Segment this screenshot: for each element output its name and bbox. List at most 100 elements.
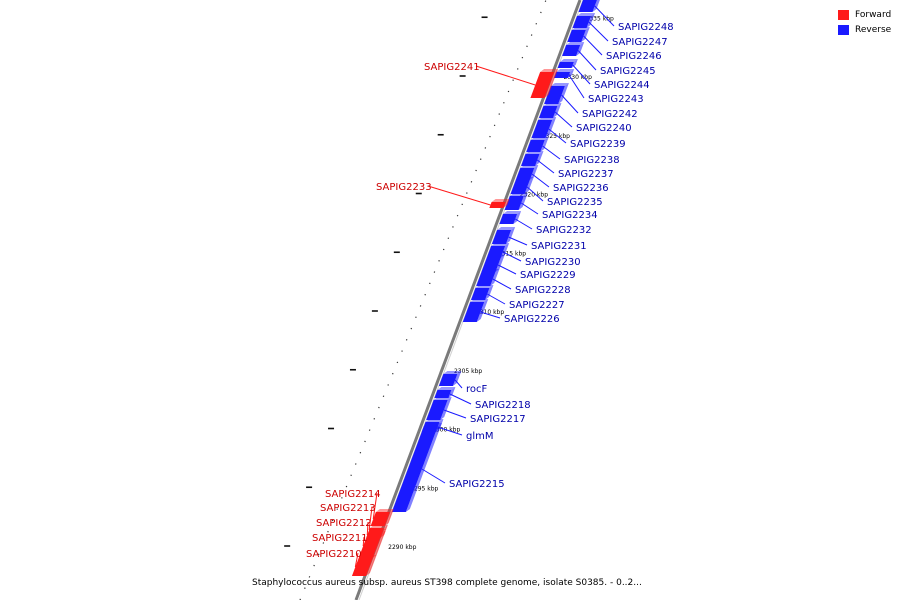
gene-label[interactable]: SAPIG2211 — [312, 533, 368, 544]
gene-connector — [508, 236, 528, 246]
gene-side — [581, 27, 590, 42]
gene-label[interactable]: SAPIG2212 — [316, 518, 372, 529]
gene-SAPIG2244[interactable] — [557, 59, 578, 68]
gene-side — [592, 0, 600, 12]
gene-SAPIG2210[interactable] — [351, 555, 377, 576]
gene-label[interactable]: SAPIG2214 — [325, 489, 381, 500]
gene-SAPIG2238[interactable] — [526, 137, 549, 152]
gene-label[interactable]: SAPIG2233 — [376, 182, 432, 193]
gene-SAPIG2214[interactable] — [370, 509, 394, 526]
gene-SAPIG2236[interactable] — [515, 165, 539, 180]
gene-top — [577, 13, 596, 16]
gene-rocF[interactable] — [438, 371, 462, 386]
gene-label[interactable]: SAPIG2227 — [509, 300, 565, 311]
gene-connector — [577, 50, 597, 71]
gene-label[interactable]: SAPIG2231 — [531, 241, 587, 252]
gene-body — [368, 528, 384, 532]
gene-body — [538, 106, 558, 118]
gene-SAPIG2232[interactable] — [499, 211, 522, 224]
gene-label[interactable]: SAPIG2230 — [525, 257, 581, 268]
gene-label[interactable]: SAPIG2243 — [588, 94, 644, 105]
gene-SAPIG2211[interactable] — [358, 531, 386, 558]
gene-label[interactable]: SAPIG2226 — [504, 314, 560, 325]
gene-top — [368, 529, 387, 532]
gene-connector — [421, 468, 446, 484]
gene-label[interactable]: SAPIG2215 — [449, 479, 505, 490]
gene-label[interactable]: SAPIG2213 — [320, 503, 376, 514]
gene-SAPIG2229[interactable] — [481, 255, 505, 272]
gene-top — [443, 371, 462, 374]
gene-label[interactable]: rocF — [466, 384, 488, 395]
gene-features — [351, 0, 601, 576]
gene-side — [576, 42, 585, 56]
gene-SAPIG2245[interactable] — [562, 42, 585, 56]
gene-SAPIG2242[interactable] — [544, 83, 569, 104]
gene-connector — [368, 506, 373, 531]
gene-SAPIG2241[interactable] — [530, 69, 559, 98]
gene-top — [515, 177, 534, 180]
gene-SAPIG2246[interactable] — [567, 27, 590, 42]
gene-label[interactable]: SAPIG2234 — [542, 210, 598, 221]
gene-SAPIG2215[interactable] — [391, 423, 442, 512]
gene-label[interactable]: SAPIG2218 — [475, 400, 531, 411]
gene-side — [476, 299, 489, 322]
legend-reverse-label: Reverse — [855, 25, 892, 35]
gene-SAPIG2213[interactable] — [368, 525, 388, 532]
gene-SAPIG2234[interactable] — [504, 193, 528, 210]
gene-label[interactable]: SAPIG2217 — [470, 414, 526, 425]
gene-top — [556, 69, 575, 72]
gene-side — [452, 371, 462, 386]
gene-body — [504, 196, 524, 210]
gene-label[interactable]: SAPIG2244 — [594, 80, 650, 91]
gene-SAPIG2233[interactable] — [489, 199, 510, 208]
gene-side — [448, 387, 456, 398]
gene-label[interactable]: SAPIG2235 — [547, 197, 603, 208]
gene-label[interactable]: SAPIG2232 — [536, 225, 592, 236]
gene-SAPIG2248[interactable] — [578, 0, 601, 12]
gene-SAPIG2235[interactable] — [510, 177, 534, 194]
strand-legend: Forward Reverse — [838, 8, 891, 38]
gene-SAPIG2237[interactable] — [521, 151, 544, 166]
gene-label[interactable]: SAPIG2240 — [576, 123, 632, 134]
gene-SAPIG2218[interactable] — [434, 387, 456, 398]
gene-SAPIG2230[interactable] — [486, 243, 510, 258]
gene-SAPIG2228[interactable] — [476, 269, 500, 286]
gene-body — [476, 272, 496, 286]
gene-SAPIG2231[interactable] — [491, 227, 516, 244]
gene-SAPIG2240[interactable] — [538, 103, 562, 118]
gene-label[interactable]: SAPIG2229 — [520, 270, 576, 281]
gene-label[interactable]: SAPIG2242 — [582, 109, 638, 120]
gene-connector — [594, 5, 615, 27]
gene-SAPIG2243[interactable] — [553, 69, 575, 78]
gene-label[interactable]: SAPIG2241 — [424, 62, 480, 73]
gene-label[interactable]: SAPIG2248 — [618, 22, 674, 33]
gene-side — [440, 397, 452, 420]
gene-label[interactable]: SAPIG2238 — [564, 155, 620, 166]
gene-label[interactable]: SAPIG2236 — [553, 183, 609, 194]
gene-label[interactable]: SAPIG2246 — [606, 51, 662, 62]
gene-SAPIG2247[interactable] — [572, 13, 596, 28]
gene-top — [543, 103, 562, 106]
gene-body — [370, 512, 390, 526]
gene-connector — [514, 218, 533, 230]
gene-SAPIG2217[interactable] — [426, 397, 452, 420]
gene-top — [491, 243, 510, 246]
gene-connector — [561, 94, 579, 114]
gene-label[interactable]: SAPIG2237 — [558, 169, 614, 180]
gene-body — [434, 390, 452, 398]
gene-body — [481, 258, 501, 272]
gene-SAPIG2239[interactable] — [531, 117, 557, 138]
gene-connector — [536, 159, 555, 174]
gene-SAPIG2226[interactable] — [462, 299, 489, 322]
gene-label[interactable]: SAPIG2245 — [600, 66, 656, 77]
gene-labels: SAPIG2248 SAPIG2247 SAPIG2246 SAPIG2245 SAPI… — [306, 5, 674, 568]
gene-top — [540, 69, 559, 72]
gene-label[interactable]: SAPIG2210 — [306, 549, 362, 560]
gene-SAPIG2227[interactable] — [471, 285, 494, 300]
gene-label[interactable]: SAPIG2239 — [570, 139, 626, 150]
gene-connector — [542, 145, 561, 160]
gene-label[interactable]: SAPIG2247 — [612, 37, 668, 48]
gene-label[interactable]: glmM — [466, 431, 494, 442]
gene-label[interactable]: SAPIG2228 — [515, 285, 571, 296]
forward-swatch — [838, 10, 849, 20]
